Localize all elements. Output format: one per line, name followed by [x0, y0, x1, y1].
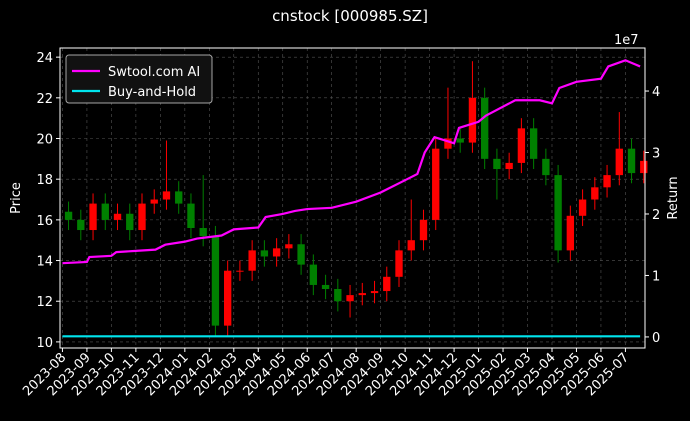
candle-body: [370, 291, 379, 294]
candle-body: [89, 203, 97, 231]
candle-body: [309, 264, 318, 285]
candle-body: [297, 244, 305, 265]
candle-body: [591, 187, 599, 200]
y-tick-label: 22: [36, 92, 53, 107]
candle-body: [444, 138, 452, 149]
candle-body: [481, 97, 489, 159]
candle-body: [126, 213, 134, 231]
candle-body: [640, 160, 648, 174]
y-tick-label: 20: [36, 133, 53, 148]
candle-body: [627, 148, 636, 174]
chart-title: cnstock [000985.SZ]: [272, 7, 428, 25]
candle-body: [456, 138, 464, 143]
candle-body: [150, 199, 158, 204]
candle-body: [248, 250, 256, 271]
candle-body: [187, 203, 195, 228]
candle-body: [554, 175, 562, 251]
y-tick-label: 24: [36, 51, 53, 66]
y-tick-label: 16: [36, 214, 53, 229]
candle-body: [321, 284, 330, 290]
y2-tick-label: 2: [652, 208, 660, 223]
candle-body: [64, 211, 73, 220]
candle-body: [407, 240, 415, 251]
candle-body: [101, 203, 109, 220]
y2-axis-label: Return: [666, 176, 681, 219]
legend-label: Buy-and-Hold: [108, 85, 196, 100]
y-tick-label: 18: [36, 173, 53, 188]
legend-box: [65, 54, 213, 104]
candle-body: [529, 128, 538, 159]
candle-body: [395, 250, 403, 277]
plot-frame: [59, 47, 646, 349]
candle-body: [419, 219, 428, 241]
candle-body: [493, 158, 501, 170]
y-tick-label: 10: [36, 336, 53, 351]
candle-body: [77, 219, 85, 231]
series-line: [62, 59, 641, 265]
candle-body: [603, 175, 611, 188]
y2-tick-label: 3: [652, 147, 660, 162]
candle-body: [113, 213, 122, 220]
candle-body: [432, 148, 440, 220]
candle-body: [346, 295, 354, 302]
candle-body: [236, 270, 244, 272]
candle-body: [260, 250, 269, 257]
legend: Swtool.com AI Buy-and-Hold: [65, 54, 213, 104]
candle-body: [272, 248, 281, 257]
candle-body: [383, 276, 391, 292]
candle-body: [175, 191, 183, 204]
candle-body: [162, 191, 171, 200]
candle-body: [285, 244, 293, 249]
candle-body: [334, 289, 342, 302]
candle-body: [542, 158, 550, 176]
candle-body: [517, 128, 526, 163]
candle-body: [578, 199, 587, 216]
y-tick-label: 14: [36, 255, 53, 270]
y2-tick-label: 4: [652, 85, 660, 100]
candle-body: [468, 97, 477, 143]
candle-body: [199, 228, 207, 237]
y2-tick-label: 0: [652, 331, 660, 346]
legend-label: Swtool.com AI: [108, 65, 200, 80]
y-tick-label: 12: [36, 295, 53, 310]
y2-offset-label: 1e7: [614, 33, 639, 48]
candle-body: [505, 162, 513, 170]
candle-body: [211, 236, 220, 326]
candle-body: [615, 148, 623, 176]
y-axis-label: Price: [9, 182, 24, 214]
candle-body: [223, 270, 232, 326]
candle-body: [138, 203, 146, 231]
candle-body: [566, 215, 575, 251]
y2-tick-label: 1: [652, 269, 660, 284]
candle-body: [358, 293, 366, 296]
